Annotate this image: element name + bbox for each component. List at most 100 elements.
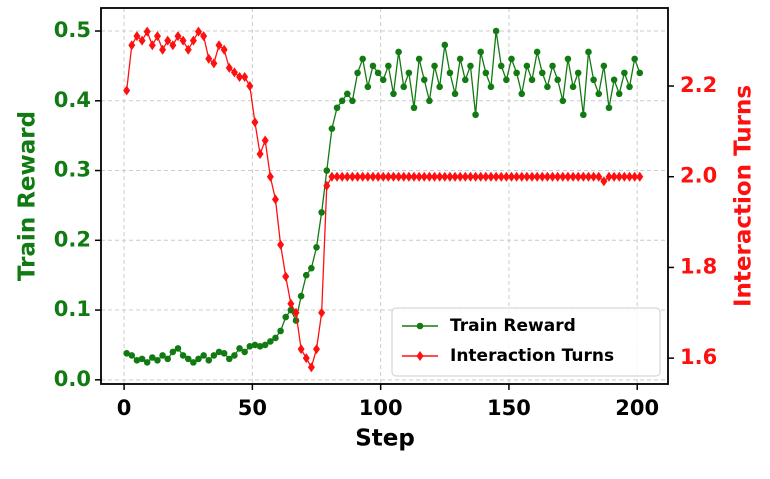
data-point: [179, 352, 187, 359]
data-point: [431, 171, 439, 182]
data-point: [554, 171, 562, 182]
data-point: [359, 171, 367, 182]
data-point: [466, 171, 474, 182]
data-point: [267, 338, 274, 345]
data-point: [590, 171, 598, 182]
data-point: [456, 55, 464, 63]
data-point: [374, 171, 382, 182]
data-point: [503, 76, 510, 84]
data-point: [369, 171, 377, 182]
data-point: [179, 35, 187, 46]
data-point: [533, 171, 541, 182]
data-point: [621, 69, 628, 77]
y-tick-label: 0.3: [54, 158, 91, 182]
data-point: [128, 352, 136, 359]
data-point: [610, 171, 618, 182]
data-point: [292, 307, 300, 318]
data-point: [348, 171, 356, 182]
data-point: [631, 171, 639, 182]
data-point: [415, 55, 423, 63]
data-point: [374, 69, 382, 77]
data-point: [389, 171, 397, 182]
data-point: [431, 62, 438, 70]
data-point: [405, 69, 413, 77]
data-point: [133, 31, 141, 42]
data-point: [225, 355, 233, 363]
data-point: [338, 97, 346, 105]
data-point: [600, 62, 608, 70]
data-point: [195, 355, 202, 363]
data-point: [549, 62, 556, 70]
data-point: [626, 83, 633, 91]
data-point: [554, 76, 561, 84]
data-point: [184, 355, 192, 363]
data-point: [436, 171, 444, 182]
data-point: [333, 171, 341, 182]
data-point: [169, 40, 177, 51]
data-point: [477, 48, 485, 56]
data-point: [528, 76, 536, 84]
data-point: [569, 171, 577, 182]
data-point: [220, 44, 228, 55]
data-point: [328, 125, 336, 132]
data-point: [400, 83, 408, 91]
data-point: [518, 171, 526, 182]
data-point: [354, 171, 362, 182]
data-point: [343, 171, 351, 182]
data-point: [441, 41, 449, 49]
data-point: [174, 31, 182, 42]
data-point: [256, 149, 264, 160]
data-point: [395, 171, 403, 182]
data-point: [143, 26, 151, 37]
data-point: [333, 104, 341, 112]
data-point: [564, 55, 572, 63]
data-point: [297, 344, 305, 355]
data-point: [272, 334, 279, 342]
data-point: [159, 352, 166, 359]
data-point: [569, 83, 577, 91]
data-point: [215, 348, 223, 356]
data-point: [200, 352, 207, 359]
data-point: [287, 298, 295, 309]
data-point: [318, 307, 326, 318]
data-point: [313, 243, 320, 251]
data-point: [462, 76, 469, 84]
data-point: [282, 313, 290, 321]
data-point: [190, 359, 197, 366]
data-point: [369, 62, 377, 70]
data-point: [236, 71, 244, 82]
data-point: [574, 171, 582, 182]
data-point: [436, 83, 443, 91]
y2-tick-label: 2.0: [680, 164, 717, 188]
data-point: [379, 171, 387, 182]
data-point: [467, 62, 474, 70]
x-tick-label: 150: [487, 396, 531, 420]
data-point: [482, 171, 490, 182]
data-point: [426, 97, 433, 105]
data-point: [595, 90, 603, 98]
legend-box: [391, 307, 661, 377]
data-point: [148, 40, 156, 51]
data-point: [359, 55, 366, 63]
y-tick-label: 0.4: [54, 88, 91, 112]
data-point: [574, 69, 582, 77]
data-point: [395, 48, 402, 56]
legend-marker: [416, 322, 424, 330]
data-point: [123, 350, 130, 357]
data-point: [620, 171, 628, 182]
data-point: [323, 180, 331, 191]
data-point: [287, 306, 295, 314]
data-point: [225, 62, 233, 73]
data-point: [492, 171, 500, 182]
y-tick-label: 0.0: [54, 367, 91, 391]
data-point: [220, 350, 228, 357]
data-point: [349, 97, 356, 105]
data-point: [313, 344, 321, 355]
data-point: [636, 171, 644, 182]
data-point: [138, 355, 146, 363]
data-point: [231, 352, 238, 359]
data-point: [123, 85, 131, 96]
data-point: [307, 362, 315, 373]
data-point: [318, 209, 325, 216]
